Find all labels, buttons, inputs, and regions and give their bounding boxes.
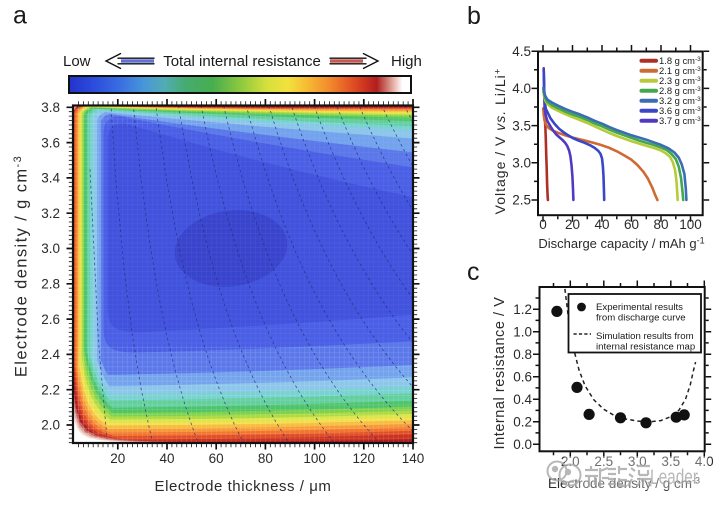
svg-text:100: 100 bbox=[303, 451, 326, 466]
svg-text:4.0: 4.0 bbox=[695, 454, 714, 469]
svg-text:0.8: 0.8 bbox=[513, 347, 532, 362]
svg-text:c: c bbox=[467, 258, 480, 286]
svg-text:Voltage / V vs. Li/Li+: Voltage / V vs. Li/Li+ bbox=[492, 68, 508, 215]
svg-text:High: High bbox=[391, 53, 422, 70]
svg-text:Electrode density / g cm-3: Electrode density / g cm-3 bbox=[548, 476, 700, 492]
svg-text:4.5: 4.5 bbox=[512, 44, 531, 59]
svg-text:0.2: 0.2 bbox=[513, 414, 532, 429]
svg-text:3.5: 3.5 bbox=[512, 118, 531, 133]
svg-text:Electrode thickness / μm: Electrode thickness / μm bbox=[155, 478, 332, 495]
svg-text:from discharge curve: from discharge curve bbox=[596, 313, 686, 324]
svg-text:120: 120 bbox=[353, 451, 376, 466]
svg-text:3.8: 3.8 bbox=[41, 100, 60, 115]
svg-text:Internal resistance / V: Internal resistance / V bbox=[492, 297, 508, 450]
svg-text:20: 20 bbox=[565, 217, 580, 232]
svg-text:internal resistance map: internal resistance map bbox=[596, 342, 695, 353]
svg-text:2.6: 2.6 bbox=[41, 312, 60, 327]
svg-text:3.6: 3.6 bbox=[41, 135, 60, 150]
svg-text:3.7 g cm-3: 3.7 g cm-3 bbox=[659, 115, 701, 126]
svg-text:1.2: 1.2 bbox=[513, 302, 532, 317]
svg-text:40: 40 bbox=[159, 451, 174, 466]
svg-text:1.0: 1.0 bbox=[513, 324, 532, 339]
svg-text:Leader: Leader bbox=[650, 466, 698, 489]
svg-text:0.0: 0.0 bbox=[513, 437, 532, 452]
svg-text:20: 20 bbox=[110, 451, 125, 466]
svg-text:Electrode density / g cm-3: Electrode density / g cm-3 bbox=[12, 155, 31, 377]
svg-text:2.0: 2.0 bbox=[41, 418, 60, 433]
svg-text:80: 80 bbox=[653, 217, 668, 232]
svg-text:3.2: 3.2 bbox=[41, 206, 60, 221]
svg-text:2.8 g cm-3: 2.8 g cm-3 bbox=[659, 85, 701, 96]
svg-text:3.2 g cm-3: 3.2 g cm-3 bbox=[659, 95, 701, 106]
svg-text:Total internal resistance: Total internal resistance bbox=[163, 53, 321, 70]
svg-text:3.4: 3.4 bbox=[41, 171, 60, 186]
svg-text:0: 0 bbox=[539, 217, 547, 232]
svg-text:3.0: 3.0 bbox=[512, 156, 531, 171]
svg-text:Simulation results from: Simulation results from bbox=[596, 331, 694, 342]
svg-text:60: 60 bbox=[209, 451, 224, 466]
svg-text:b: b bbox=[467, 2, 481, 30]
svg-text:0.6: 0.6 bbox=[513, 369, 532, 384]
svg-text:2.3 g cm-3: 2.3 g cm-3 bbox=[659, 75, 701, 86]
svg-text:3.6 g cm-3: 3.6 g cm-3 bbox=[659, 105, 701, 116]
svg-text:2.5: 2.5 bbox=[512, 193, 531, 208]
svg-text:1.8 g cm-3: 1.8 g cm-3 bbox=[659, 55, 701, 66]
svg-text:Discharge capacity / mAh g-1: Discharge capacity / mAh g-1 bbox=[538, 236, 704, 252]
svg-text:2.4: 2.4 bbox=[41, 347, 60, 362]
svg-text:3.0: 3.0 bbox=[41, 241, 60, 256]
svg-text:3.5: 3.5 bbox=[661, 454, 680, 469]
svg-text:2.2: 2.2 bbox=[41, 382, 60, 397]
svg-text:140: 140 bbox=[402, 451, 425, 466]
svg-text:0.4: 0.4 bbox=[513, 392, 532, 407]
svg-text:Experimental results: Experimental results bbox=[596, 302, 683, 313]
svg-text:100: 100 bbox=[679, 217, 702, 232]
svg-text:80: 80 bbox=[258, 451, 273, 466]
svg-text:2.1 g cm-3: 2.1 g cm-3 bbox=[659, 65, 701, 76]
svg-text:Low: Low bbox=[63, 53, 91, 70]
svg-text:4.0: 4.0 bbox=[512, 81, 531, 96]
svg-text:2.8: 2.8 bbox=[41, 277, 60, 292]
svg-text:60: 60 bbox=[624, 217, 639, 232]
svg-text:40: 40 bbox=[594, 217, 609, 232]
svg-text:2.5: 2.5 bbox=[594, 454, 613, 469]
svg-text:a: a bbox=[13, 2, 27, 30]
